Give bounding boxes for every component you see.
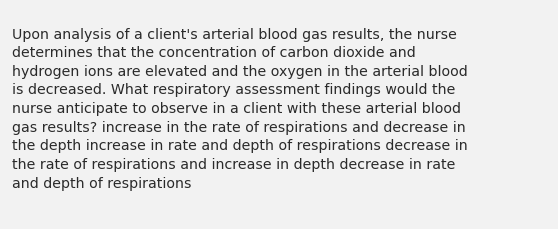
Text: Upon analysis of a client's arterial blood gas results, the nurse
determines tha: Upon analysis of a client's arterial blo… xyxy=(12,27,468,190)
